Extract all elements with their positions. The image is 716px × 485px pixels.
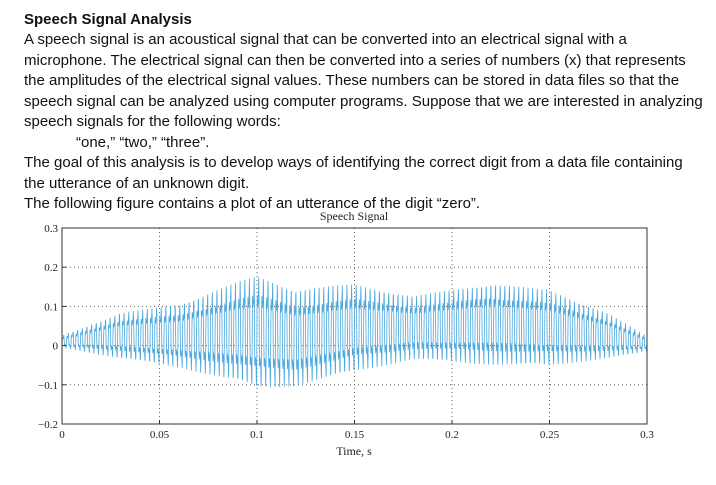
y-tick-label: −0.2 xyxy=(38,419,58,431)
figure-intro-paragraph: The following figure contains a plot of … xyxy=(24,195,481,212)
y-tick-label: 0 xyxy=(53,341,59,353)
y-tick-label: 0.3 xyxy=(44,223,58,235)
x-tick-label: 0.1 xyxy=(250,429,264,441)
x-axis-label: Time, s xyxy=(336,444,372,458)
x-tick-label: 0 xyxy=(59,429,65,441)
x-tick-label: 0.3 xyxy=(640,429,654,441)
speech-signal-chart: Speech Signal 0.3 0.2 0.1 0 −0.1 −0.2 0 0.05 0.… xyxy=(38,209,654,458)
chart-signal-area xyxy=(61,277,648,387)
y-axis-ticks: 0.3 0.2 0.1 0 −0.1 −0.2 xyxy=(38,223,66,431)
words-list: “one,” “two,” “three”. xyxy=(76,133,210,151)
y-tick-label: 0.2 xyxy=(44,262,58,274)
chart-title: Speech Signal xyxy=(320,209,389,223)
x-axis-ticks: 0 0.05 0.1 0.15 0.2 0.25 0.3 xyxy=(59,420,654,441)
goal-paragraph: The goal of this analysis is to develop … xyxy=(24,154,683,192)
intro-paragraph: A speech signal is an acoustical signal … xyxy=(24,31,703,130)
document-heading: Speech Signal Analysis xyxy=(24,11,192,28)
x-tick-label: 0.15 xyxy=(345,429,365,441)
y-tick-label: 0.1 xyxy=(44,301,58,313)
x-tick-label: 0.25 xyxy=(540,429,560,441)
y-tick-label: −0.1 xyxy=(38,380,58,392)
signal-line xyxy=(61,277,648,387)
x-tick-label: 0.2 xyxy=(445,429,459,441)
x-tick-label: 0.05 xyxy=(150,429,170,441)
document-body: Speech Signal Analysis A speech signal i… xyxy=(24,10,704,215)
